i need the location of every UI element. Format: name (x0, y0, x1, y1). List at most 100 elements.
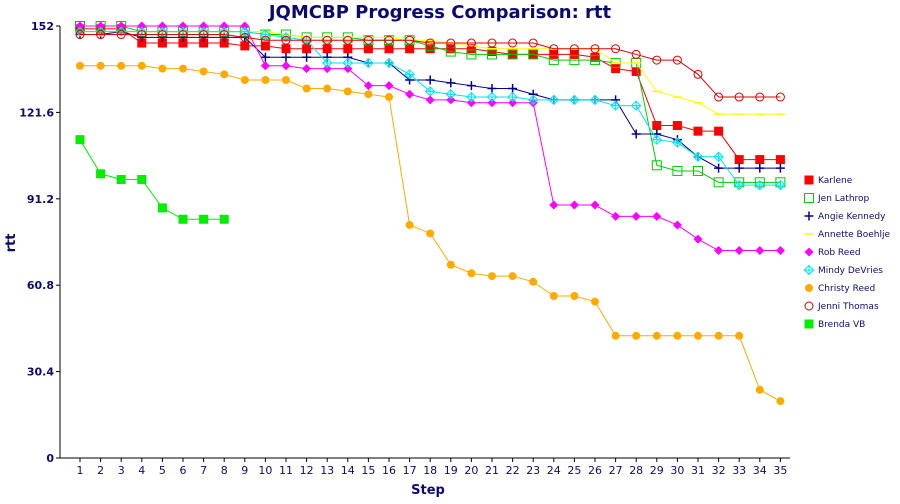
data-point-jen-lathrop (651, 160, 662, 171)
legend-marker-rob-reed (804, 247, 814, 257)
x-tick-label: 9 (241, 464, 248, 477)
data-point-rob-reed (714, 246, 724, 256)
data-point-christy-reed (508, 272, 517, 281)
series-christy-reed (76, 61, 785, 406)
data-point-karlene (693, 126, 703, 136)
data-point-brenda-vb (219, 214, 229, 224)
x-tick-label: 6 (180, 464, 187, 477)
series-line-brenda-vb (79, 139, 225, 220)
data-point-jenni-thomas (219, 30, 229, 40)
data-point-angie-kennedy (425, 75, 435, 85)
data-point-christy-reed (240, 76, 249, 84)
data-point-mindy-devries (754, 179, 766, 191)
data-point-christy-reed (426, 229, 435, 238)
y-tick-label: 30.4 (27, 366, 54, 379)
data-point-brenda-vb (199, 214, 209, 224)
data-point-jenni-thomas (240, 32, 250, 42)
data-point-jenni-thomas (734, 92, 744, 102)
data-point-mindy-devries (424, 86, 436, 97)
data-point-angie-kennedy (714, 163, 724, 173)
data-point-angie-kennedy (775, 163, 785, 173)
data-point-brenda-vb (75, 135, 85, 145)
data-point-karlene (569, 49, 579, 59)
x-tick-label: 29 (650, 464, 664, 477)
data-point-rob-reed (281, 61, 291, 71)
data-point-jenni-thomas (75, 30, 85, 40)
x-tick-label: 14 (341, 464, 355, 477)
data-point-jenni-thomas (260, 35, 270, 45)
data-point-jenni-thomas (199, 30, 209, 40)
data-point-mindy-devries (527, 94, 539, 106)
data-point-karlene (652, 120, 662, 130)
data-point-brenda-vb (157, 203, 167, 213)
data-point-jenni-thomas (549, 44, 559, 54)
data-point-jenni-thomas (775, 92, 785, 102)
data-point-jenni-thomas (714, 92, 724, 102)
data-point-karlene (260, 41, 270, 51)
data-point-mindy-devries (569, 94, 580, 106)
data-point-rob-reed (590, 200, 600, 210)
legend-item-rob-reed: Rob Reed (804, 247, 861, 258)
data-point-mindy-devries (260, 29, 271, 40)
x-tick-label: 8 (221, 464, 228, 477)
data-point-angie-kennedy (302, 52, 312, 62)
x-tick-label: 31 (691, 464, 705, 477)
legend-item-karlene: Karlene (804, 175, 853, 186)
data-point-jen-lathrop (569, 55, 580, 66)
data-point-christy-reed (282, 76, 290, 84)
data-point-mindy-devries (548, 94, 560, 106)
legend-marker-jen-lathrop (804, 193, 814, 203)
data-point-christy-reed (776, 397, 785, 406)
data-point-karlene (137, 38, 147, 48)
x-tick-label: 3 (118, 464, 125, 477)
data-point-karlene (446, 44, 456, 54)
legend-label-karlene: Karlene (818, 176, 853, 186)
data-point-karlene (549, 49, 559, 59)
data-point-rob-reed (343, 64, 353, 74)
data-point-christy-reed (364, 90, 373, 99)
data-point-jenni-thomas (178, 30, 188, 40)
x-tick-label: 25 (567, 464, 581, 477)
data-point-jenni-thomas (405, 35, 415, 45)
x-tick-label: 33 (732, 464, 746, 477)
x-tick-label: 1 (77, 464, 84, 477)
series-rob-reed (75, 21, 785, 256)
data-point-jenni-thomas (96, 30, 106, 40)
data-point-angie-kennedy (487, 84, 497, 94)
x-tick-label: 27 (609, 464, 623, 477)
x-tick-label: 4 (138, 464, 145, 477)
data-point-christy-reed (735, 331, 744, 340)
data-point-karlene (281, 44, 291, 54)
x-tick-label: 19 (444, 464, 458, 477)
data-point-karlene (466, 44, 476, 54)
x-tick-label: 7 (200, 464, 207, 477)
legend-item-christy-reed: Christy Reed (805, 284, 875, 294)
data-point-karlene (672, 120, 682, 130)
data-point-mindy-devries (383, 57, 395, 69)
data-point-rob-reed (672, 220, 682, 230)
data-point-jenni-thomas (487, 38, 497, 48)
x-tick-label: 35 (773, 464, 787, 477)
legend-item-annette-boehlje: Annette Boehlje (804, 230, 890, 240)
chart-title: JQMCBP Progress Comparison: rtt (267, 2, 612, 23)
data-point-jenni-thomas (508, 38, 518, 48)
data-point-rob-reed (219, 21, 229, 31)
data-point-jenni-thomas (528, 38, 538, 48)
data-point-rob-reed (549, 200, 559, 210)
data-point-jenni-thomas (631, 49, 641, 59)
data-point-brenda-vb (96, 169, 106, 179)
legend-label-rob-reed: Rob Reed (818, 248, 861, 258)
data-point-jenni-thomas (116, 30, 126, 40)
data-point-rob-reed (384, 81, 394, 91)
data-point-christy-reed (405, 220, 414, 229)
data-point-jen-lathrop (487, 49, 497, 60)
data-point-christy-reed (179, 64, 187, 73)
legend-label-annette-boehlje: Annette Boehlje (818, 230, 890, 240)
x-tick-label: 2 (97, 464, 104, 477)
data-point-karlene (611, 64, 621, 74)
data-point-christy-reed (714, 331, 723, 340)
data-point-jen-lathrop (507, 49, 518, 60)
data-point-jenni-thomas (446, 38, 456, 48)
data-point-rob-reed (611, 211, 621, 221)
